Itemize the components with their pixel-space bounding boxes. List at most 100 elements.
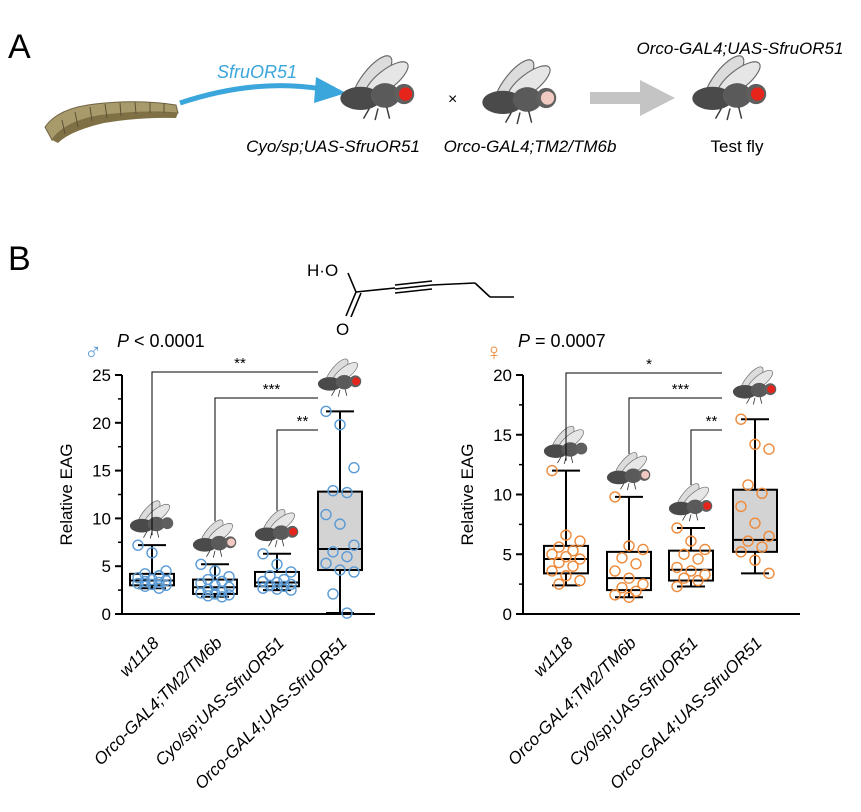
data-point: [341, 486, 353, 499]
y-tick-label: 5: [102, 557, 111, 576]
significance-label: ***: [263, 381, 281, 398]
y-tick-label: 5: [503, 545, 512, 564]
panel-b-label: B: [8, 240, 31, 278]
y-tick-label: 20: [92, 414, 111, 433]
fly-icon: [339, 49, 415, 121]
box: [317, 490, 363, 572]
arrow-label: SfruOR51: [217, 62, 297, 82]
data-point: [139, 575, 151, 588]
fly-icon: [668, 479, 713, 522]
data-point: [685, 565, 697, 577]
data-point: [139, 580, 151, 592]
fly-icon: [732, 363, 777, 405]
data-point: [553, 578, 565, 590]
data-point: [146, 547, 158, 559]
data-point: [257, 582, 269, 594]
data-point: [320, 508, 332, 521]
data-point: [616, 582, 628, 594]
data-point: [623, 591, 635, 603]
data-point: [671, 522, 683, 534]
data-point: [202, 590, 214, 602]
data-point: [742, 535, 754, 547]
fly-icon: [481, 53, 557, 125]
data-point: [609, 491, 621, 503]
genotype-label: Orco-GAL4;TM2/TM6b: [444, 137, 617, 156]
data-point: [678, 548, 690, 560]
y-tick-label: 15: [92, 462, 111, 481]
data-point: [216, 591, 228, 603]
significance-bracket: [214, 397, 318, 522]
significance-bracket: [276, 429, 318, 511]
data-point: [341, 550, 353, 563]
y-tick-label: 0: [503, 605, 512, 624]
significance-label: ***: [672, 381, 690, 398]
data-point: [146, 573, 158, 586]
data-point: [195, 558, 207, 570]
y-tick-label: 15: [493, 426, 512, 445]
test-fly-label: Test fly: [711, 137, 764, 156]
data-point: [699, 568, 711, 581]
significance-bracket: [690, 429, 722, 485]
data-point: [609, 589, 621, 601]
data-point: [153, 576, 165, 589]
data-point: [223, 589, 235, 601]
data-point: [285, 566, 297, 578]
significance-bracket: [151, 371, 318, 536]
data-point: [348, 462, 360, 474]
category-label: w1118: [530, 633, 577, 680]
structure-oxygen-label: O: [336, 320, 349, 339]
data-point: [327, 484, 339, 497]
data-point: [327, 546, 339, 558]
data-point: [637, 543, 649, 556]
y-tick-label: 25: [92, 366, 111, 385]
top-genotype: Orco-GAL4;UAS-SfruOR51: [637, 39, 844, 58]
data-point: [735, 413, 747, 425]
data-point: [637, 578, 649, 590]
data-point: [678, 572, 690, 584]
data-point: [763, 567, 775, 580]
box: [606, 550, 652, 592]
data-point: [285, 578, 297, 591]
data-point: [341, 607, 353, 619]
p-value-label: P = 0.0007: [518, 331, 606, 351]
data-point: [574, 535, 586, 547]
data-point: [348, 539, 360, 551]
data-point: [574, 553, 586, 565]
blue-arrow: [179, 77, 346, 106]
data-point: [546, 565, 558, 577]
y-tick-label: 20: [493, 366, 512, 385]
data-point: [334, 564, 346, 576]
data-point: [560, 529, 572, 541]
data-point: [327, 588, 339, 600]
panel-a-label: A: [8, 28, 31, 66]
data-point: [671, 580, 683, 593]
data-point: [320, 557, 332, 570]
data-point: [553, 556, 565, 569]
fly-icon: [606, 448, 651, 491]
fly-icon: [317, 355, 362, 398]
fly-icon: [254, 505, 299, 548]
data-point: [567, 544, 579, 557]
significance-label: **: [706, 413, 718, 430]
y-tick-label: 10: [493, 486, 512, 505]
fly-icon: [691, 49, 767, 121]
category-label: w1118: [116, 633, 163, 680]
data-point: [560, 570, 572, 582]
box: [668, 549, 714, 582]
data-point: [756, 541, 768, 553]
data-point: [699, 543, 711, 556]
data-point: [546, 548, 558, 560]
data-point: [320, 405, 332, 418]
sex-symbol: ♂: [84, 339, 102, 366]
data-point: [195, 587, 207, 599]
significance-label: **: [297, 413, 309, 430]
box: [732, 488, 778, 553]
data-point: [692, 574, 704, 587]
genotype-label: Cyo/sp;UAS-SfruOR51: [246, 137, 420, 156]
data-point: [630, 558, 642, 570]
data-point: [348, 566, 360, 578]
cross-symbol: ×: [448, 91, 457, 108]
y-tick-label: 10: [92, 509, 111, 528]
data-point: [132, 539, 144, 551]
